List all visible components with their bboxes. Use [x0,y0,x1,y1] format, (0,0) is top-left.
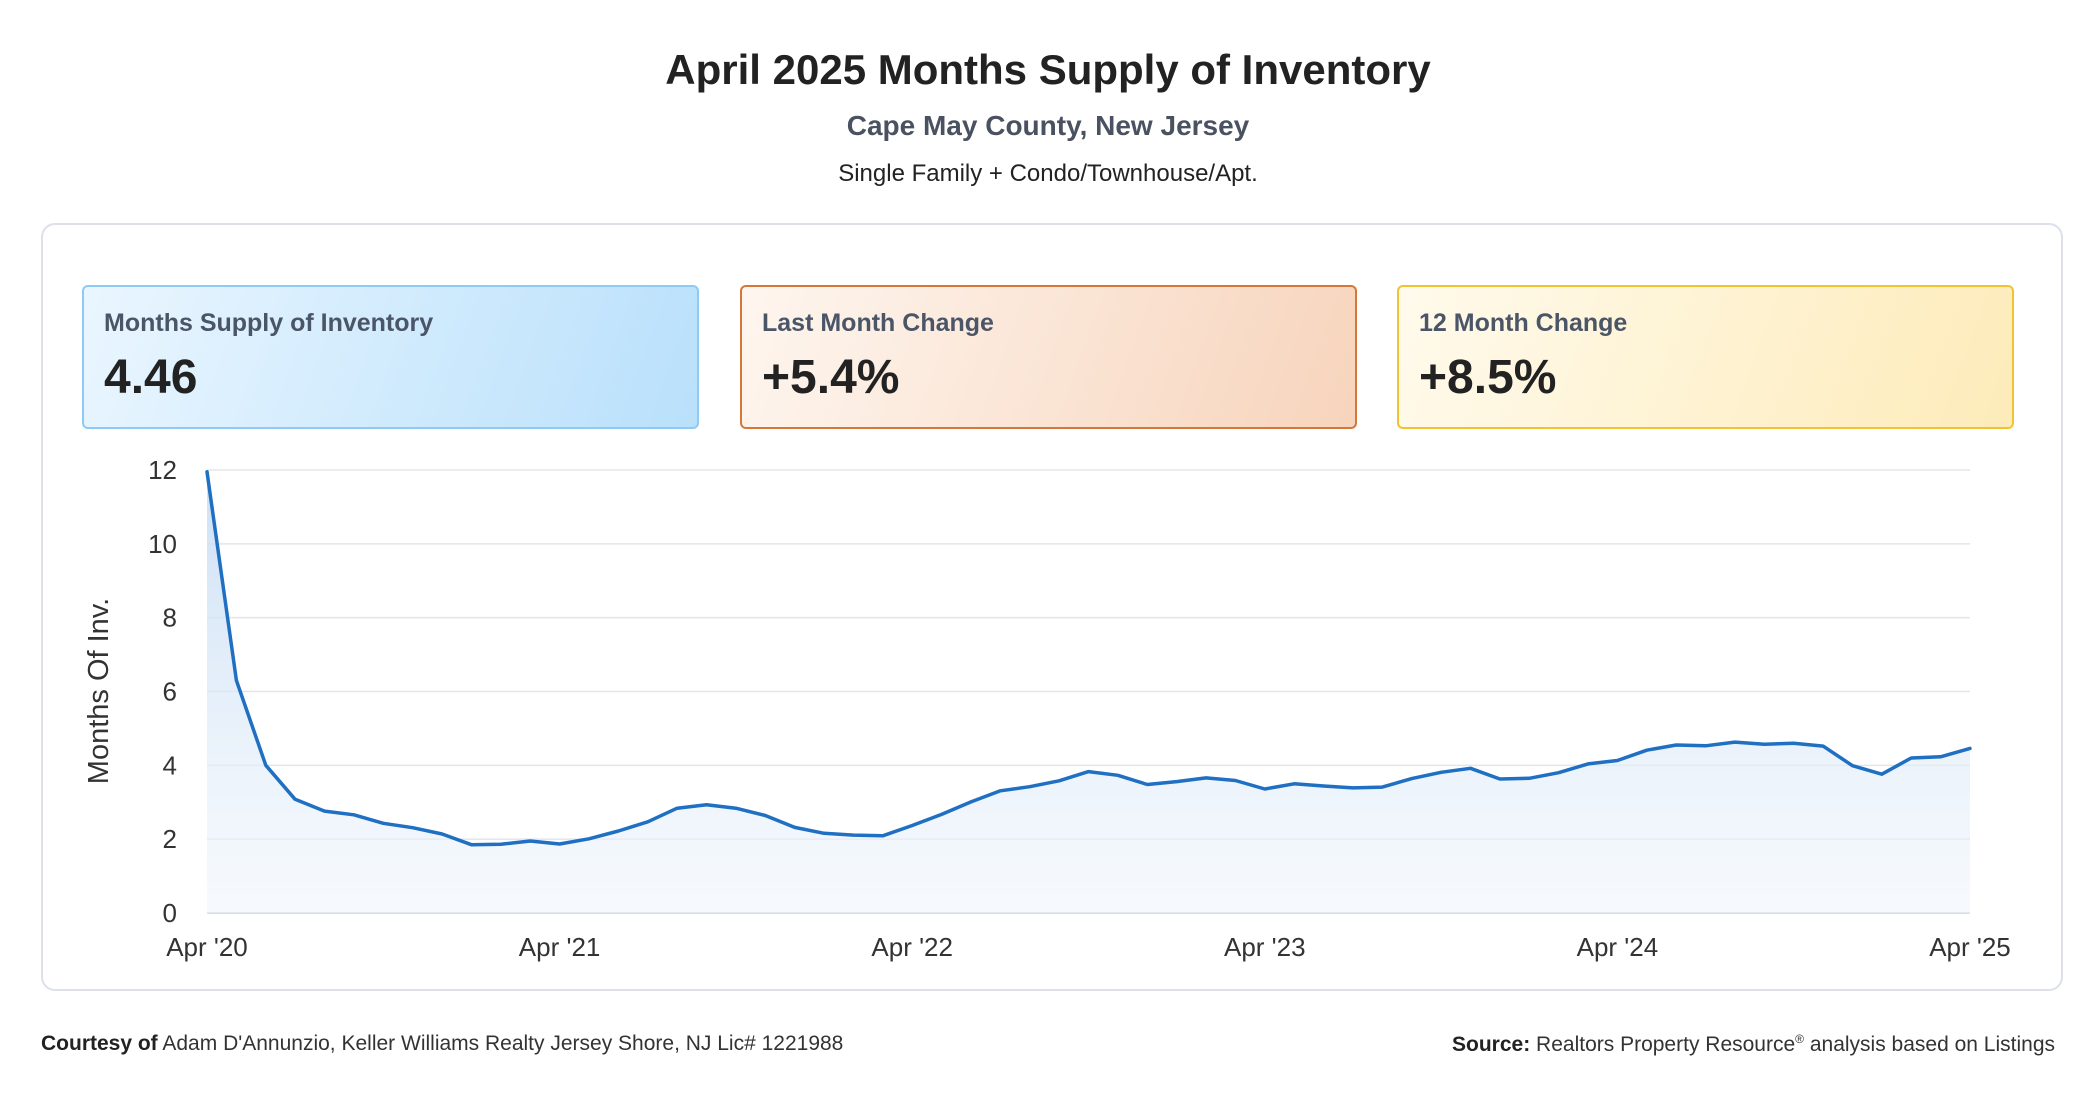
stat-card-label: Months Supply of Inventory [104,309,434,337]
source-tail: analysis based on Listings [1809,1033,2055,1056]
stat-card-label: Last Month Change [762,309,994,337]
x-tick-label: Apr '25 [1929,932,2011,962]
page-title: April 2025 Months Supply of Inventory [665,46,1431,93]
inventory-line [205,470,1972,847]
y-tick-label: 8 [163,603,177,633]
source-label: Source: [1452,1033,1531,1056]
stat-card-value: +5.4% [762,351,900,404]
inventory-area-fill [207,471,1970,913]
y-tick-label: 12 [148,455,177,485]
y-axis-label: Months Of Inv. [83,598,115,784]
courtesy-note: Courtesy of Adam D'Annunzio, Keller Will… [41,1032,843,1056]
source-text: Realtors Property Resource [1536,1033,1796,1056]
y-tick-label: 4 [163,750,177,780]
x-tick-label: Apr '23 [1224,932,1306,962]
x-tick-label: Apr '22 [871,932,953,962]
stat-card-12-month-change: 12 Month Change +8.5% [1397,285,2014,429]
courtesy-text: Adam D'Annunzio, Keller Williams Realty … [162,1032,844,1055]
x-tick-label: Apr '20 [166,932,248,962]
stat-card-months-supply: Months Supply of Inventory 4.46 [82,285,699,429]
x-tick-label: Apr '21 [519,932,601,962]
stat-card-label: 12 Month Change [1419,309,1628,337]
property-type-subtitle: Single Family + Condo/Townhouse/Apt. [838,160,1258,187]
stat-card-value: 4.46 [104,351,198,404]
y-tick-label: 10 [148,529,177,559]
stat-card-last-month-change: Last Month Change +5.4% [740,285,1357,429]
courtesy-label: Courtesy of [41,1032,158,1055]
x-tick-label: Apr '24 [1577,932,1659,962]
stat-card-value: +8.5% [1419,351,1557,404]
page-subtitle: Cape May County, New Jersey [846,110,1250,141]
y-tick-label: 2 [163,824,177,854]
y-tick-label: 0 [163,898,177,928]
source-note: Source: Realtors Property Resource® anal… [1452,1032,2055,1057]
registered-mark: ® [1795,1032,1804,1046]
y-tick-label: 6 [163,677,177,707]
